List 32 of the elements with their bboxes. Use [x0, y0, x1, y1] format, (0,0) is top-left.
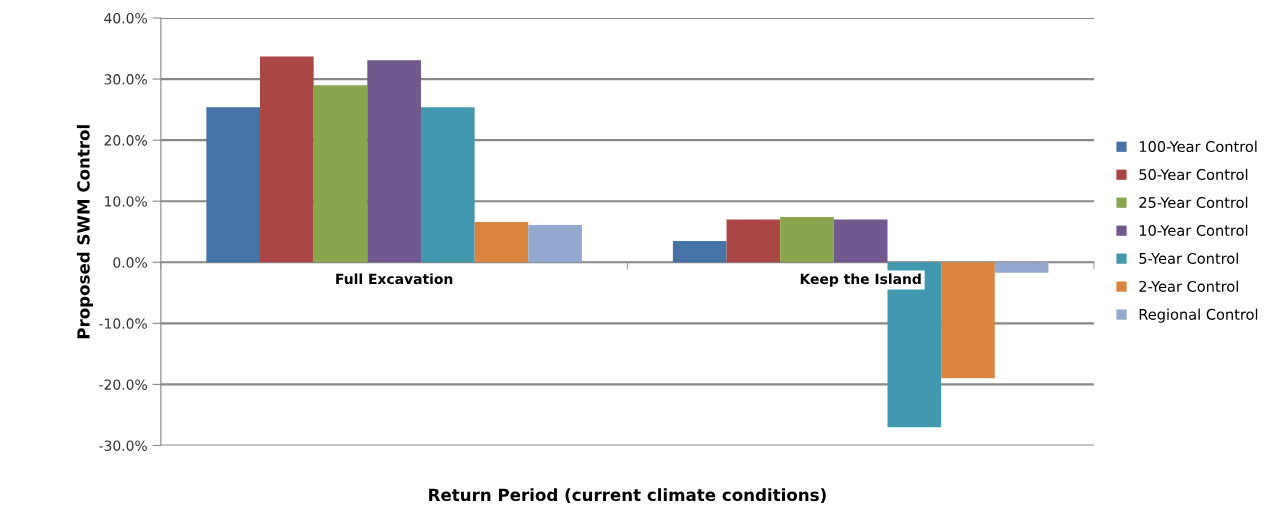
bar	[833, 219, 888, 263]
bar	[474, 221, 529, 263]
bar	[313, 85, 368, 263]
bar	[780, 217, 834, 263]
y-tick-label: 10.0%	[105, 196, 147, 207]
bar	[206, 107, 261, 263]
y-tick-label: -20.0%	[99, 379, 147, 390]
legend-label: 50-Year Control	[1139, 168, 1248, 181]
y-axis-title: Proposed SWM Control	[76, 125, 93, 339]
x-tick-label: Full Excavation	[336, 273, 453, 285]
legend-label: 2-Year Control	[1139, 280, 1238, 292]
x-axis-title: Return Period (current climate conditions)	[429, 488, 826, 504]
legend-label: Regional Control	[1139, 308, 1258, 323]
y-tick-label: -30.0%	[99, 440, 147, 451]
y-tick-label: -10.0%	[99, 318, 147, 329]
y-tick-label: 30.0%	[104, 74, 147, 85]
x-tick-label: Keep the Island	[800, 273, 921, 287]
y-tick-label: 0.0%	[113, 257, 147, 268]
bar	[528, 225, 582, 263]
legend-label: 100-Year Control	[1139, 140, 1257, 153]
y-tick-label: 20.0%	[104, 135, 147, 146]
bar	[941, 262, 995, 379]
bar	[420, 107, 475, 263]
bar	[672, 240, 727, 263]
legend-label: 5-Year Control	[1139, 252, 1238, 264]
bar	[367, 60, 421, 263]
bar	[726, 219, 781, 263]
legend-label: 10-Year Control	[1139, 224, 1248, 236]
bar	[994, 262, 1049, 273]
legend-label: 25-Year Control	[1139, 196, 1248, 209]
bar	[260, 56, 314, 263]
y-tick-label: 40.0%	[104, 12, 147, 24]
